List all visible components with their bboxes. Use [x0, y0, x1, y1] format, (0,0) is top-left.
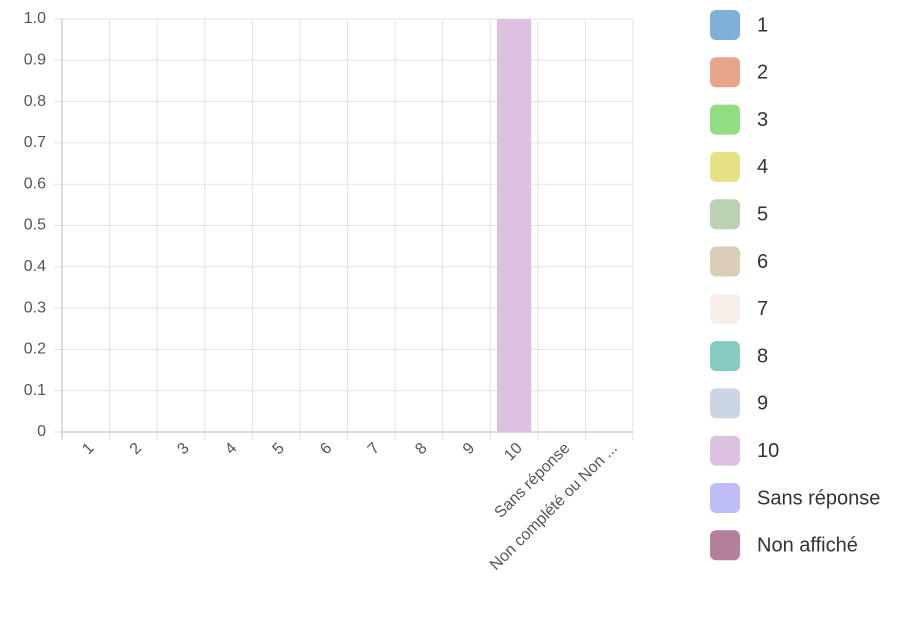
legend-swatch	[710, 530, 740, 561]
legend-swatch	[710, 246, 740, 277]
y-tick-label: 0.6	[24, 175, 46, 192]
bar	[496, 19, 532, 432]
legend-swatch	[710, 199, 740, 230]
x-tick-label: 1	[79, 440, 97, 458]
legend-label: 3	[757, 109, 768, 131]
legend-label: 7	[757, 298, 768, 320]
legend-swatch	[710, 104, 740, 135]
legend-swatch	[710, 57, 740, 88]
x-tick-label: 2	[127, 440, 145, 458]
legend-label: 10	[757, 440, 779, 462]
legend-swatch	[710, 10, 740, 40]
legend-swatch	[710, 483, 740, 513]
x-tick-label: 10	[501, 440, 526, 465]
legend-swatch	[710, 293, 740, 324]
legend-label: 1	[757, 14, 768, 36]
legend-label: Sans réponse	[757, 487, 880, 509]
y-tick-label: 0.3	[24, 299, 46, 316]
y-tick-label: 0.4	[24, 258, 46, 275]
y-tick-label: 0	[37, 423, 46, 440]
x-tick-label: 9	[460, 440, 478, 458]
y-tick-label: 0.1	[24, 382, 46, 399]
legend-swatch	[710, 388, 740, 419]
x-tick-label: 6	[317, 440, 335, 458]
legend-label: 8	[757, 345, 768, 367]
legend-swatch	[710, 151, 740, 182]
x-tick-label: 7	[365, 440, 383, 458]
legend-label: 6	[757, 251, 768, 273]
legend-label: 5	[757, 203, 768, 225]
x-tick-label: 8	[412, 440, 430, 458]
legend-label: 9	[757, 393, 768, 415]
y-tick-label: 0.7	[24, 134, 46, 151]
x-tick-label: 5	[270, 440, 288, 458]
x-tick-label: 3	[174, 440, 192, 458]
y-tick-label: 0.5	[24, 217, 46, 234]
legend-label: Non affiché	[757, 535, 858, 557]
y-tick-label: 0.9	[24, 52, 46, 69]
x-tick-label: 4	[222, 440, 240, 458]
y-tick-label: 1.0	[24, 10, 46, 27]
y-tick-label: 0.2	[24, 341, 46, 358]
legend-label: 4	[757, 156, 768, 178]
y-tick-label: 0.8	[24, 93, 46, 110]
legend-swatch	[710, 435, 740, 466]
legend-label: 2	[757, 62, 768, 84]
legend-swatch	[710, 341, 740, 372]
